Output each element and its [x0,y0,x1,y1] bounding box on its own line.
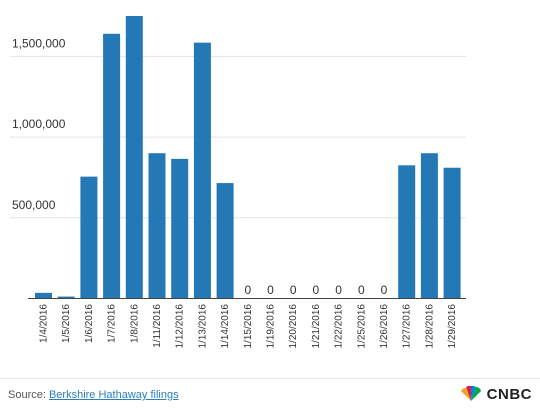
x-tick-label: 1/29/2016 [447,304,458,349]
bar [148,153,166,299]
bar [57,296,75,299]
x-tick-label: 1/25/2016 [356,304,367,349]
bar [35,292,52,299]
zero-value-label: 0 [244,283,251,297]
bar-chart: 500,000 1,000,000 1,500,000 0 0 0 0 0 0 0 1/4/20… [10,16,466,349]
x-tick-label: 1/26/2016 [379,304,390,349]
x-tick-label: 1/22/2016 [334,304,345,349]
bar [193,42,211,299]
y-tick-label: 1,000,000 [12,117,66,131]
zero-value-labels: 0 0 0 0 0 0 0 [244,283,387,297]
y-tick-label: 500,000 [12,198,56,212]
x-tick-label: 1/14/2016 [220,304,231,349]
gridlines [10,55,466,219]
bar [125,16,143,299]
x-tick-label: 1/4/2016 [39,304,50,343]
bar [216,183,234,299]
source-prefix: Source: [8,389,49,401]
y-tick-label: 1,500,000 [12,36,66,50]
x-tick-label: 1/13/2016 [197,304,208,349]
bar [420,153,438,299]
peacock-icon [460,386,481,401]
footer-divider [0,378,540,379]
bar [398,165,416,299]
bar [171,158,189,299]
x-tick-label: 1/27/2016 [402,304,413,349]
x-tick-label: 1/19/2016 [266,304,277,349]
source-note: Source: Berkshire Hathaway filings [8,389,179,401]
x-axis-tick-labels: 1/4/2016 1/5/2016 1/6/2016 1/7/2016 1/8/2016… [39,304,459,349]
cnbc-logo: CNBC [459,384,532,404]
x-tick-label: 1/21/2016 [311,304,322,349]
x-tick-label: 1/7/2016 [107,304,118,343]
zero-value-label: 0 [267,283,274,297]
source-link[interactable]: Berkshire Hathaway filings [48,389,179,401]
bar [80,176,98,299]
x-tick-label: 1/6/2016 [84,304,95,343]
zero-value-label: 0 [290,283,297,297]
bar [103,33,121,299]
cnbc-wordmark: CNBC [486,385,532,403]
x-tick-label: 1/12/2016 [175,304,186,349]
bars [35,16,461,299]
zero-value-label: 0 [381,283,388,297]
zero-value-label: 0 [335,283,342,297]
zero-value-label: 0 [358,283,365,297]
x-tick-label: 1/8/2016 [129,304,140,343]
zero-value-label: 0 [313,283,320,297]
x-tick-label: 1/20/2016 [288,304,299,349]
x-tick-label: 1/28/2016 [424,304,435,349]
x-tick-label: 1/15/2016 [243,304,254,349]
bar [443,167,461,299]
x-tick-label: 1/11/2016 [152,304,163,348]
y-axis-tick-labels: 500,000 1,000,000 1,500,000 [12,36,66,211]
x-tick-label: 1/5/2016 [61,304,72,343]
